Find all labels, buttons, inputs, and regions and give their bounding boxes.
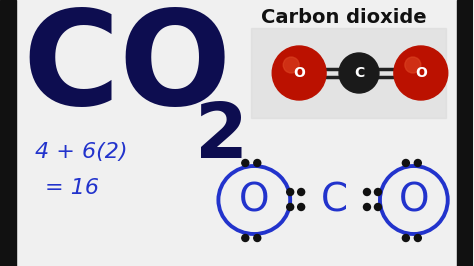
Text: O: O bbox=[415, 66, 427, 80]
Circle shape bbox=[402, 235, 410, 242]
Circle shape bbox=[405, 57, 421, 73]
Circle shape bbox=[364, 203, 371, 210]
Circle shape bbox=[272, 46, 326, 100]
Circle shape bbox=[242, 235, 249, 242]
Circle shape bbox=[339, 53, 379, 93]
Circle shape bbox=[374, 203, 382, 210]
Circle shape bbox=[374, 189, 382, 196]
Circle shape bbox=[254, 160, 261, 167]
Text: C: C bbox=[354, 66, 364, 80]
Circle shape bbox=[394, 46, 448, 100]
Circle shape bbox=[298, 203, 305, 210]
Circle shape bbox=[254, 235, 261, 242]
Circle shape bbox=[364, 189, 371, 196]
Text: 2: 2 bbox=[195, 100, 248, 174]
Circle shape bbox=[414, 235, 421, 242]
Bar bbox=[457, 0, 473, 266]
Text: O: O bbox=[399, 181, 429, 219]
Circle shape bbox=[242, 160, 249, 167]
Text: O: O bbox=[239, 181, 270, 219]
Text: 4 + 6(2): 4 + 6(2) bbox=[35, 142, 128, 162]
Text: C: C bbox=[320, 181, 347, 219]
Circle shape bbox=[287, 189, 294, 196]
Circle shape bbox=[283, 57, 299, 73]
Text: = 16: = 16 bbox=[45, 178, 99, 198]
Circle shape bbox=[402, 160, 410, 167]
Circle shape bbox=[298, 189, 305, 196]
Text: Carbon dioxide: Carbon dioxide bbox=[261, 8, 427, 27]
Text: O: O bbox=[293, 66, 305, 80]
Circle shape bbox=[287, 203, 294, 210]
Text: CO: CO bbox=[22, 5, 231, 132]
Bar bbox=[0, 0, 16, 266]
Bar bbox=[251, 28, 446, 118]
Circle shape bbox=[414, 160, 421, 167]
